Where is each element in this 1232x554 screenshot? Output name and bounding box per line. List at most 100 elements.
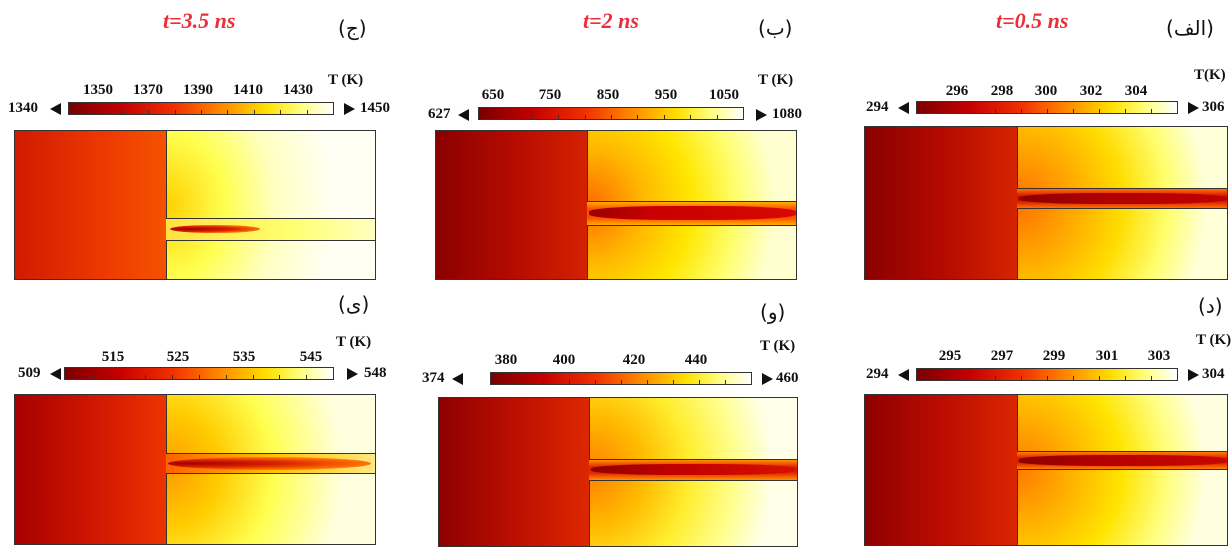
colorbar-tick-mark	[280, 110, 282, 114]
temperature-field	[864, 394, 1228, 546]
colorbar-tick-mark	[543, 380, 544, 384]
colorbar-tick-mark	[148, 110, 150, 114]
hot-spot	[591, 464, 797, 476]
max-arrow-icon	[756, 109, 767, 121]
tick-label: 298	[990, 83, 1014, 99]
tick-label: 295	[938, 348, 962, 364]
tick-label: 304	[1124, 83, 1148, 99]
colorbar-tick-mark	[725, 380, 726, 384]
min-arrow-icon	[898, 102, 909, 114]
colorbar	[64, 367, 334, 380]
tick-label: 515	[101, 349, 125, 365]
tick-label: 1410	[233, 82, 263, 98]
colorbar-max: 1450	[360, 100, 390, 116]
time-label: t=2 ns	[583, 8, 639, 33]
temperature-field	[438, 397, 798, 547]
max-arrow-icon	[347, 368, 358, 380]
channel	[1017, 450, 1227, 470]
temperature-field	[14, 130, 376, 280]
tick-label: 750	[538, 87, 562, 103]
colorbar-min: 374	[422, 370, 445, 386]
tick-label: 380	[494, 352, 518, 368]
channel	[166, 218, 375, 241]
colorbar	[68, 102, 334, 115]
hot-spot	[589, 206, 796, 221]
colorbar-tick-mark	[969, 109, 970, 113]
colorbar-tick-mark	[118, 375, 120, 379]
left-region	[15, 131, 167, 279]
panel-jim: t=3.5 ns (ج) T (K) 1350 1370 1390 1410 1…	[8, 8, 398, 282]
panel-be: t=2 ns (ب) T (K) 650 750 850 950 1050 62…	[428, 8, 818, 282]
right-region	[166, 131, 375, 279]
colorbar-tick-mark	[172, 375, 174, 379]
colorbar-unit: T (K)	[758, 72, 794, 88]
panel-tag: (ب)	[758, 16, 793, 40]
colorbar-tick-mark	[943, 109, 944, 113]
colorbar-tick-mark	[279, 375, 281, 379]
tick-label: 535	[232, 349, 256, 365]
colorbar-tick-mark	[145, 375, 147, 379]
tick-label: 950	[654, 87, 678, 103]
tick-label: 1050	[709, 87, 739, 103]
time-label: t=3.5 ns	[163, 8, 236, 33]
colorbar-tick-mark	[1099, 109, 1100, 113]
panel-tag: (و)	[760, 300, 786, 324]
colorbar-tick-mark	[558, 115, 560, 119]
colorbar-unit: T(K)	[1194, 67, 1226, 83]
colorbar-tick-mark	[647, 380, 648, 384]
left-region	[865, 395, 1018, 545]
colorbar-unit: T (K)	[336, 334, 372, 350]
colorbar-tick-mark	[637, 115, 639, 119]
colorbar-tick-mark	[1125, 376, 1126, 380]
colorbar-unit: T (K)	[760, 338, 796, 354]
left-region	[865, 127, 1018, 279]
min-arrow-icon	[50, 368, 61, 380]
panel-alef: t=0.5 ns (الف) T(K) 296 298 300 302 304 …	[846, 8, 1232, 282]
colorbar-max: 304	[1202, 366, 1225, 382]
colorbar-tick-mark	[663, 115, 665, 119]
colorbar-tick-mark	[584, 115, 586, 119]
tick-label: 1370	[133, 82, 163, 98]
tick-label: 400	[552, 352, 576, 368]
colorbar-tick-mark	[1021, 376, 1022, 380]
time-label: t=0.5 ns	[996, 8, 1069, 33]
colorbar-tick-mark	[505, 115, 507, 119]
tick-label: 850	[596, 87, 620, 103]
tick-label: 545	[299, 349, 323, 365]
colorbar-tick-mark	[1047, 109, 1048, 113]
tick-label: 299	[1042, 348, 1066, 364]
tick-label: 650	[481, 87, 505, 103]
left-region	[439, 398, 590, 546]
max-arrow-icon	[1188, 102, 1199, 114]
panel-tag: (ی)	[338, 292, 370, 316]
colorbar-tick-mark	[621, 380, 622, 384]
colorbar-tick-mark	[569, 380, 570, 384]
right-region	[1017, 395, 1227, 545]
colorbar-tick-mark	[174, 110, 176, 114]
colorbar-tick-mark	[995, 109, 996, 113]
colorbar-tick-mark	[227, 110, 229, 114]
hot-spot	[170, 225, 261, 234]
panel-ye: (ی) T (K) 515 525 535 545 509 548	[8, 282, 398, 554]
colorbar-max: 306	[1202, 99, 1225, 115]
colorbar-max: 460	[776, 370, 799, 386]
tick-label: 300	[1034, 83, 1058, 99]
tick-label: 297	[990, 348, 1014, 364]
left-region	[15, 395, 167, 544]
min-arrow-icon	[50, 103, 61, 115]
colorbar-unit: T (K)	[328, 72, 364, 88]
min-arrow-icon	[452, 373, 463, 385]
tick-label: 302	[1079, 83, 1103, 99]
left-region	[436, 131, 588, 279]
colorbar-tick-mark	[1073, 376, 1074, 380]
colorbar-tick-mark	[1021, 109, 1022, 113]
hot-spot	[168, 456, 371, 471]
colorbar-tick-mark	[95, 110, 97, 114]
max-arrow-icon	[1188, 369, 1199, 381]
colorbar-tick-mark	[699, 380, 700, 384]
colorbar-min: 627	[428, 106, 451, 122]
colorbar-tick-mark	[201, 110, 202, 114]
colorbar-tick-mark	[1047, 376, 1048, 380]
tick-label: 1390	[183, 82, 213, 98]
min-arrow-icon	[458, 109, 469, 121]
